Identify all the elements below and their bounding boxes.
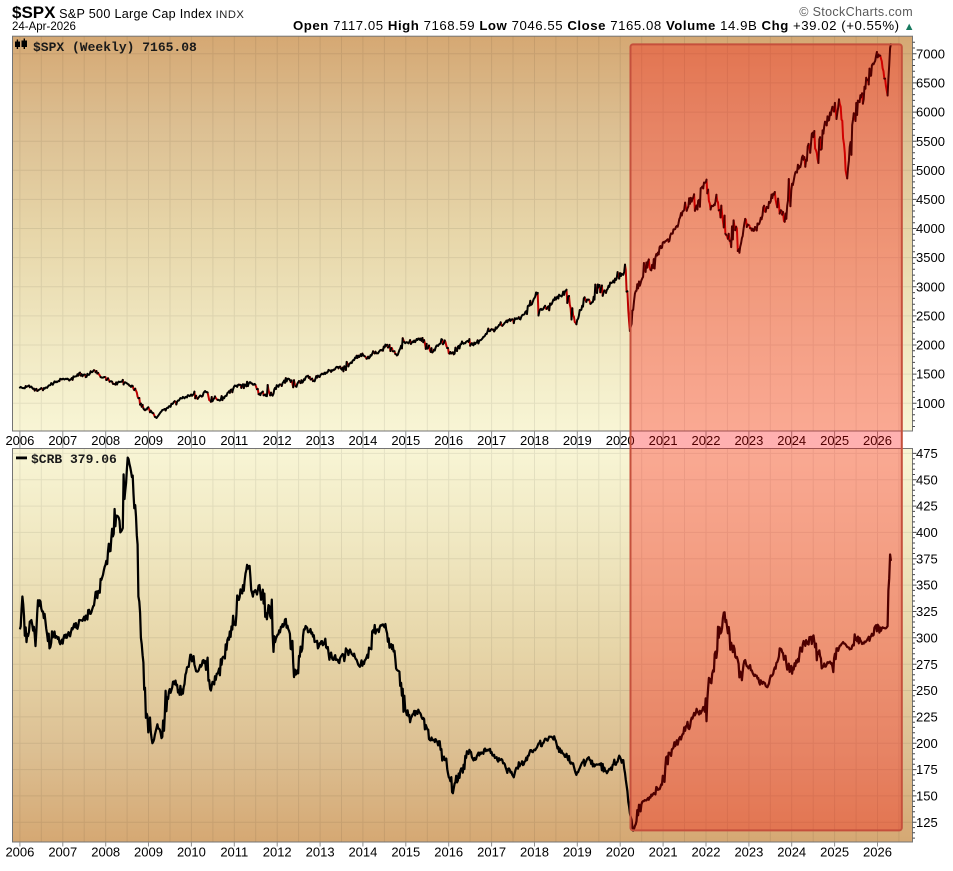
svg-text:2500: 2500 (916, 309, 945, 324)
svg-text:450: 450 (916, 472, 938, 487)
svg-text:400: 400 (916, 525, 938, 540)
svg-text:2022: 2022 (692, 845, 721, 860)
svg-text:2018: 2018 (520, 845, 549, 860)
svg-text:5000: 5000 (916, 163, 945, 178)
svg-text:2021: 2021 (649, 845, 678, 860)
svg-text:175: 175 (916, 762, 938, 777)
svg-text:2024: 2024 (777, 433, 806, 448)
svg-text:2012: 2012 (263, 845, 292, 860)
svg-text:2012: 2012 (263, 433, 292, 448)
svg-text:2015: 2015 (391, 845, 420, 860)
svg-text:350: 350 (916, 578, 938, 593)
svg-text:2017: 2017 (477, 845, 506, 860)
svg-text:250: 250 (916, 683, 938, 698)
svg-text:425: 425 (916, 499, 938, 514)
svg-text:2020: 2020 (606, 845, 635, 860)
svg-text:2009: 2009 (134, 433, 163, 448)
svg-text:475: 475 (916, 446, 938, 461)
svg-text:2018: 2018 (520, 433, 549, 448)
svg-text:2014: 2014 (348, 433, 377, 448)
svg-text:225: 225 (916, 710, 938, 725)
svg-text:6000: 6000 (916, 105, 945, 120)
svg-text:4500: 4500 (916, 192, 945, 207)
svg-text:2026: 2026 (863, 433, 892, 448)
svg-text:2007: 2007 (48, 845, 77, 860)
svg-text:2016: 2016 (434, 433, 463, 448)
svg-text:2016: 2016 (434, 845, 463, 860)
svg-text:2008: 2008 (91, 433, 120, 448)
svg-text:275: 275 (916, 657, 938, 672)
svg-text:2006: 2006 (5, 845, 34, 860)
svg-text:2023: 2023 (734, 433, 763, 448)
svg-text:1000: 1000 (916, 396, 945, 411)
svg-text:2023: 2023 (734, 845, 763, 860)
svg-text:2019: 2019 (563, 845, 592, 860)
svg-text:2024: 2024 (777, 845, 806, 860)
svg-text:200: 200 (916, 736, 938, 751)
svg-text:2011: 2011 (220, 433, 248, 448)
svg-text:$SPX (Weekly) 7165.08: $SPX (Weekly) 7165.08 (33, 40, 197, 55)
svg-text:2010: 2010 (177, 845, 206, 860)
svg-text:2014: 2014 (348, 845, 377, 860)
svg-text:2000: 2000 (916, 338, 945, 353)
svg-text:300: 300 (916, 630, 938, 645)
svg-text:3500: 3500 (916, 250, 945, 265)
svg-text:2020: 2020 (606, 433, 635, 448)
svg-text:2026: 2026 (863, 845, 892, 860)
svg-text:5500: 5500 (916, 134, 945, 149)
svg-text:2008: 2008 (91, 845, 120, 860)
svg-text:2010: 2010 (177, 433, 206, 448)
svg-text:2019: 2019 (563, 433, 592, 448)
svg-text:2015: 2015 (391, 433, 420, 448)
svg-text:4000: 4000 (916, 221, 945, 236)
svg-text:125: 125 (916, 815, 938, 830)
svg-text:2011: 2011 (220, 845, 248, 860)
svg-text:325: 325 (916, 604, 938, 619)
svg-text:2017: 2017 (477, 433, 506, 448)
svg-text:$CRB 379.06: $CRB 379.06 (31, 452, 117, 467)
svg-text:7000: 7000 (916, 46, 945, 61)
svg-text:6500: 6500 (916, 76, 945, 91)
svg-text:375: 375 (916, 551, 938, 566)
svg-text:2025: 2025 (820, 845, 849, 860)
svg-text:2021: 2021 (649, 433, 678, 448)
svg-text:2022: 2022 (692, 433, 721, 448)
svg-text:2013: 2013 (306, 845, 335, 860)
svg-text:3000: 3000 (916, 279, 945, 294)
svg-text:150: 150 (916, 789, 938, 804)
svg-text:2013: 2013 (306, 433, 335, 448)
svg-text:1500: 1500 (916, 367, 945, 382)
svg-text:2009: 2009 (134, 845, 163, 860)
svg-text:2025: 2025 (820, 433, 849, 448)
svg-text:2007: 2007 (48, 433, 77, 448)
svg-text:2006: 2006 (5, 433, 34, 448)
